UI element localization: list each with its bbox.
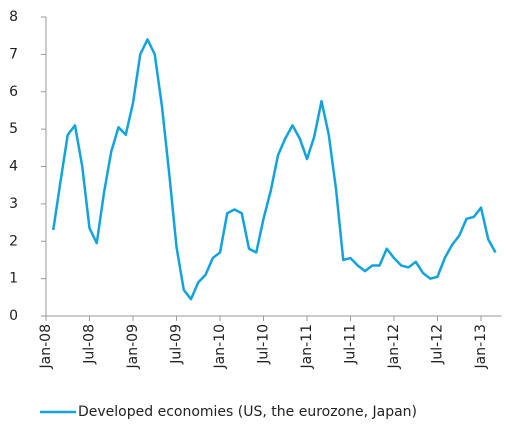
- y-tick-label: 2: [9, 233, 18, 249]
- x-tick-label: Jul-10: [256, 324, 272, 365]
- y-tick-label: 5: [9, 121, 18, 137]
- x-tick-label: Jul-09: [169, 324, 185, 365]
- x-tick-label: Jan-12: [386, 324, 402, 369]
- y-tick-label: 3: [9, 196, 18, 212]
- x-tick-label: Jan-08: [38, 324, 54, 369]
- y-tick-label: 4: [9, 159, 18, 175]
- y-tick-label: 8: [9, 9, 18, 25]
- y-tick-label: 0: [9, 308, 18, 324]
- x-tick-label: Jan-13: [473, 324, 489, 369]
- y-tick-label: 1: [9, 271, 18, 287]
- y-tick-label: 7: [9, 46, 18, 62]
- x-tick-label: Jul-12: [430, 324, 446, 365]
- x-tick-label: Jul-08: [82, 324, 98, 365]
- legend-label: Developed economies (US, the eurozone, J…: [78, 404, 417, 420]
- x-tick-label: Jan-11: [299, 324, 315, 369]
- x-tick-label: Jan-10: [212, 324, 228, 369]
- y-tick-label: 6: [9, 84, 18, 100]
- x-tick-label: Jan-09: [125, 324, 141, 369]
- data-line: [52, 38, 497, 301]
- x-tick-label: Jul-11: [343, 324, 359, 365]
